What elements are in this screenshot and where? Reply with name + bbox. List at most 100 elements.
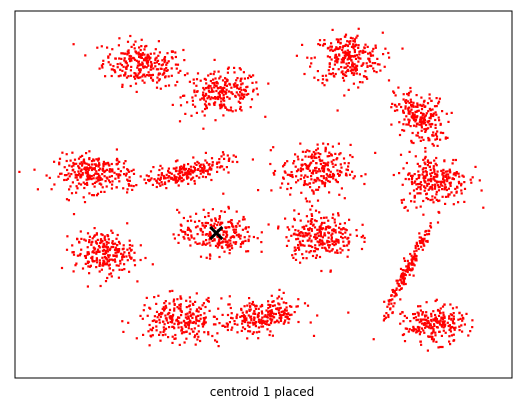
data-point <box>119 174 122 177</box>
data-point <box>171 103 174 106</box>
data-point <box>383 300 386 303</box>
data-point <box>75 185 78 188</box>
data-point <box>184 325 187 328</box>
data-point <box>233 320 236 323</box>
data-point <box>241 322 244 325</box>
data-point <box>133 251 136 254</box>
data-point <box>139 69 142 72</box>
data-point <box>337 58 340 61</box>
data-point <box>195 174 198 178</box>
data-point <box>155 320 158 323</box>
data-point <box>419 205 422 208</box>
data-point <box>194 94 197 97</box>
data-point <box>461 330 464 333</box>
data-point <box>187 323 191 326</box>
data-point <box>332 177 335 180</box>
data-point <box>158 313 161 316</box>
data-point <box>245 317 248 320</box>
data-point <box>101 186 104 189</box>
data-point <box>88 150 91 153</box>
data-point <box>207 173 210 176</box>
data-point <box>432 340 435 343</box>
data-point <box>349 56 352 59</box>
data-point <box>422 119 425 122</box>
data-point <box>227 226 230 229</box>
data-point <box>411 182 414 186</box>
data-point <box>463 181 466 184</box>
data-point <box>420 96 423 99</box>
data-point <box>153 319 156 322</box>
data-point <box>318 179 321 182</box>
data-point <box>354 67 357 71</box>
data-point <box>196 90 199 93</box>
data-point <box>439 131 442 134</box>
data-point <box>316 70 319 73</box>
data-point <box>180 310 183 314</box>
data-point <box>91 182 94 186</box>
data-point <box>185 321 188 324</box>
data-point <box>169 316 172 320</box>
data-point <box>398 172 401 175</box>
data-point <box>96 261 99 264</box>
data-point <box>132 172 136 175</box>
data-point <box>236 160 239 164</box>
data-point <box>161 334 164 337</box>
data-point <box>271 318 274 321</box>
data-point <box>426 325 429 328</box>
data-point <box>441 195 444 198</box>
data-point <box>423 331 426 334</box>
data-point <box>393 295 396 298</box>
data-point <box>119 262 122 265</box>
data-point <box>196 72 200 75</box>
data-point <box>170 56 173 59</box>
data-point <box>247 226 250 229</box>
data-point <box>310 155 313 158</box>
data-point <box>220 210 223 213</box>
data-point <box>374 151 377 154</box>
data-point <box>409 86 412 90</box>
data-point <box>447 120 450 123</box>
data-point <box>78 162 81 165</box>
data-point <box>256 237 259 240</box>
data-point <box>98 246 101 249</box>
data-point <box>340 66 343 69</box>
data-point <box>92 177 95 180</box>
data-point <box>358 73 361 76</box>
data-point <box>362 49 365 52</box>
data-point <box>179 305 182 308</box>
data-point <box>421 120 424 124</box>
data-point <box>434 334 437 337</box>
data-point <box>102 163 105 166</box>
data-point <box>182 319 186 322</box>
data-point <box>176 208 179 211</box>
data-point <box>241 218 245 221</box>
data-point <box>232 154 235 157</box>
data-point <box>443 159 446 162</box>
data-point <box>442 311 445 314</box>
data-point <box>450 325 454 329</box>
data-point <box>234 228 237 231</box>
data-point <box>323 39 326 42</box>
data-point <box>308 169 311 172</box>
data-point <box>280 316 283 319</box>
data-point <box>441 184 444 187</box>
data-point <box>416 103 419 106</box>
data-point <box>430 114 433 117</box>
data-point <box>457 201 460 204</box>
data-point <box>220 106 223 109</box>
data-point <box>199 169 202 173</box>
data-point <box>65 159 68 163</box>
data-point <box>207 331 210 334</box>
data-point <box>123 59 126 62</box>
data-point <box>326 174 329 177</box>
data-point <box>435 132 438 135</box>
data-point <box>469 330 472 333</box>
data-point <box>195 78 199 81</box>
data-point <box>143 53 146 56</box>
data-point <box>242 215 245 219</box>
data-point <box>192 330 195 333</box>
data-point <box>99 241 102 245</box>
data-point <box>244 227 247 230</box>
data-point <box>151 73 154 76</box>
data-point <box>343 66 346 69</box>
